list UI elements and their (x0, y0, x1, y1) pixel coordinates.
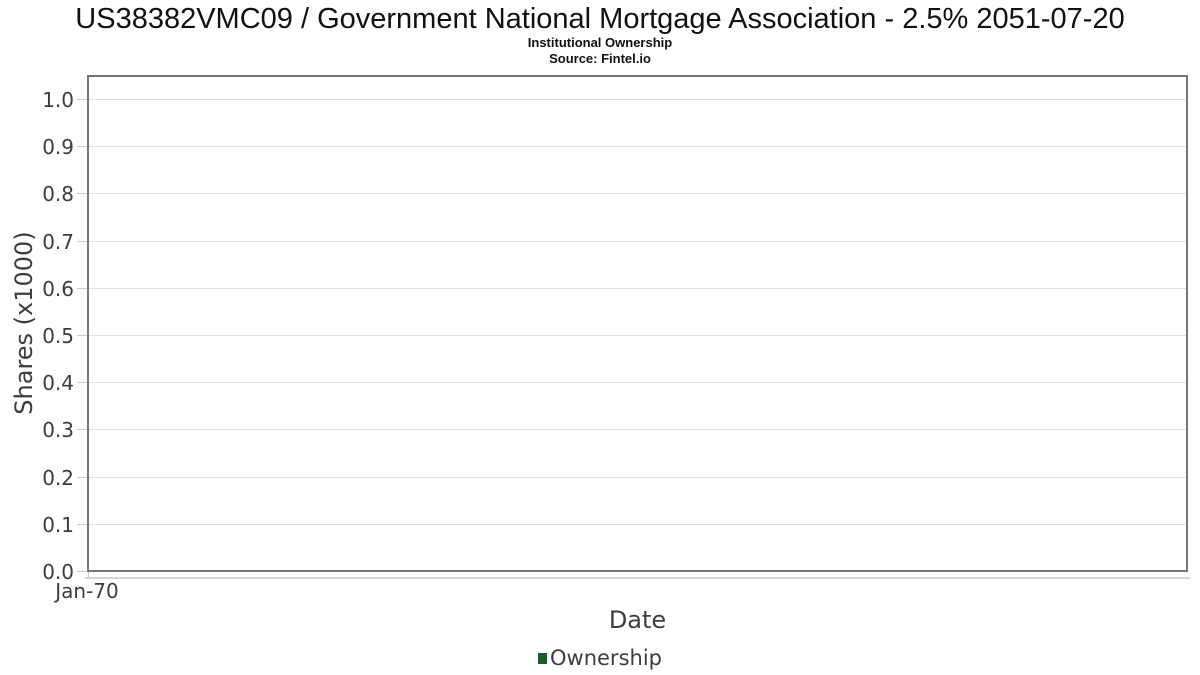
x-tick-label: Jan-70 (55, 579, 119, 603)
y-tick-mark (77, 429, 87, 431)
y-tick-mark (77, 382, 87, 384)
chart-source: Source: Fintel.io (549, 51, 651, 66)
gridline (89, 287, 1186, 289)
y-tick-label: 0.8 (42, 182, 74, 207)
legend-marker-icon (538, 653, 547, 664)
gridline (89, 193, 1186, 195)
x-axis-line (85, 577, 1190, 579)
y-tick-mark (77, 287, 87, 289)
y-tick-mark (77, 335, 87, 336)
gridline (89, 429, 1186, 431)
gridline (89, 335, 1186, 336)
y-tick-mark (77, 193, 87, 195)
gridline (89, 146, 1186, 148)
x-axis-title: Date (608, 606, 667, 634)
chart-title: US38382VMC09 / Government National Mortg… (75, 3, 1125, 35)
y-tick-label: 0.7 (42, 229, 74, 254)
y-tick-label: 0.9 (42, 135, 74, 160)
gridline (89, 523, 1186, 525)
y-axis-title: Shares (x1000) (10, 231, 38, 415)
y-tick-label: 1.0 (42, 88, 74, 112)
gridline (89, 99, 1186, 100)
y-tick-mark (77, 146, 87, 148)
y-tick-mark (77, 523, 87, 525)
gridline (89, 240, 1186, 242)
y-tick-mark (77, 571, 87, 572)
plot-area (87, 75, 1188, 572)
gridline (89, 476, 1186, 478)
y-tick-mark (77, 476, 87, 478)
y-tick-label: 0.4 (42, 371, 74, 396)
x-tick-mark (88, 572, 89, 578)
y-tick-label: 0.1 (42, 512, 74, 537)
legend-item-ownership[interactable]: Ownership (538, 645, 662, 671)
gridline (89, 382, 1186, 384)
y-tick-mark (77, 240, 87, 242)
y-tick-label: 0.6 (42, 276, 74, 301)
chart-subtitle: Institutional Ownership (527, 35, 673, 50)
legend-label: Ownership (550, 646, 662, 670)
y-tick-label: 0.2 (42, 465, 74, 490)
y-tick-label: 0.5 (42, 324, 74, 348)
y-tick-mark (77, 99, 87, 100)
y-tick-label: 0.0 (42, 560, 74, 584)
y-tick-label: 0.3 (42, 418, 74, 443)
legend: Ownership (0, 644, 1200, 672)
